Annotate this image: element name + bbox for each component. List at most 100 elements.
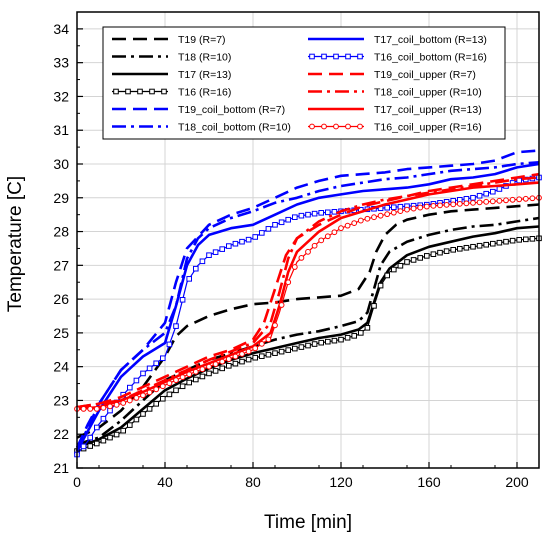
- series-marker: [516, 177, 523, 184]
- series-marker: [186, 371, 193, 378]
- y-tick-label: 34: [53, 21, 69, 37]
- series-marker: [107, 403, 113, 410]
- series-marker: [384, 204, 390, 211]
- series-marker: [417, 204, 424, 211]
- series-marker: [516, 237, 523, 243]
- series-marker: [94, 424, 100, 431]
- legend-item: T17_coil_upper (R=13): [308, 104, 482, 116]
- series-marker: [278, 219, 285, 226]
- series-marker: [265, 226, 272, 232]
- series-marker: [127, 422, 133, 428]
- series-marker: [80, 443, 87, 450]
- series-marker: [345, 123, 351, 130]
- legend-label: T16_coil_bottom (R=16): [374, 52, 487, 64]
- series-marker: [309, 123, 315, 130]
- series-marker: [490, 188, 496, 195]
- series-marker: [100, 404, 107, 411]
- series-marker: [100, 437, 107, 444]
- series-marker: [345, 53, 351, 60]
- x-tick-label: 120: [329, 474, 353, 490]
- series-marker: [338, 336, 344, 343]
- series-marker: [212, 361, 219, 368]
- y-tick-label: 28: [53, 224, 69, 240]
- x-tick-label: 80: [245, 474, 261, 490]
- series-marker: [153, 360, 159, 367]
- series-marker: [318, 237, 325, 244]
- series-marker: [160, 395, 166, 402]
- series-marker: [410, 257, 417, 263]
- series-marker: [371, 214, 377, 221]
- series-marker: [404, 206, 410, 213]
- series-marker: [423, 203, 430, 210]
- series-marker: [377, 282, 384, 289]
- series-marker: [259, 230, 265, 236]
- series-marker: [87, 434, 94, 441]
- series-marker: [338, 225, 344, 232]
- series-marker: [140, 370, 146, 377]
- series-marker: [390, 209, 397, 216]
- series-marker: [100, 415, 107, 422]
- legend-label: T18_coil_bottom (R=10): [178, 122, 291, 134]
- series-marker: [225, 356, 232, 362]
- series-marker: [503, 238, 509, 245]
- series-marker: [291, 264, 298, 270]
- series-marker: [298, 212, 305, 219]
- x-tick-label: 40: [157, 474, 173, 490]
- series-marker: [292, 214, 298, 220]
- series-marker: [377, 212, 384, 219]
- series-marker: [113, 431, 120, 438]
- series-marker: [239, 238, 245, 245]
- series-marker: [309, 53, 315, 60]
- series-marker: [186, 379, 192, 386]
- legend-label: T17 (R=13): [178, 69, 231, 81]
- series-marker: [516, 196, 523, 203]
- y-tick-label: 25: [53, 325, 69, 341]
- series-marker: [285, 216, 291, 223]
- legend-label: T17_coil_upper (R=13): [374, 104, 482, 116]
- legend-item: T19_coil_bottom (R=7): [112, 104, 285, 116]
- series-marker: [153, 401, 159, 407]
- series-line: [75, 162, 540, 452]
- y-tick-label: 27: [53, 257, 69, 273]
- series-marker: [470, 194, 476, 201]
- series-marker: [193, 376, 199, 383]
- series: [76, 203, 540, 439]
- series-marker: [463, 195, 470, 202]
- series-marker: [331, 229, 338, 236]
- y-tick-label: 22: [53, 426, 69, 442]
- legend-item: T16 (R=16): [112, 87, 231, 99]
- series-marker: [463, 200, 470, 207]
- series-marker: [94, 440, 100, 447]
- series-marker: [305, 342, 311, 349]
- series-marker: [331, 337, 338, 344]
- series-marker: [232, 360, 239, 367]
- series-marker: [258, 340, 265, 347]
- series: [76, 172, 540, 409]
- series-marker: [193, 265, 199, 272]
- tick-labels: 0 40 80 120 160 200 21 22 23 24 25 26 27 28 29 30 31 32 33…: [53, 21, 528, 490]
- series: [75, 161, 540, 452]
- series-marker: [311, 242, 318, 249]
- series: [76, 225, 540, 449]
- series-marker: [391, 204, 397, 211]
- series-marker: [127, 384, 133, 391]
- series-marker: [450, 201, 457, 208]
- series-marker: [321, 53, 327, 60]
- series-marker: [159, 383, 166, 390]
- series-line: [76, 172, 540, 409]
- series-marker: [161, 88, 167, 95]
- series-marker: [311, 210, 318, 217]
- series-marker: [321, 123, 327, 130]
- series-marker: [357, 217, 364, 224]
- series-marker: [509, 196, 516, 203]
- series-marker: [529, 236, 536, 242]
- series-marker: [325, 338, 331, 345]
- series-marker: [245, 356, 252, 363]
- series-marker: [219, 358, 226, 365]
- series-marker: [285, 279, 292, 286]
- series-marker: [166, 391, 173, 398]
- series: [75, 162, 540, 452]
- series-marker: [489, 198, 496, 205]
- series-marker: [298, 255, 305, 261]
- legend: T19 (R=7) T18 (R=10) T17 (R=13) T16 (R=16) T…: [102, 26, 506, 140]
